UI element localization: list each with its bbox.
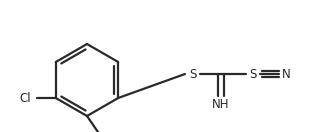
Text: N: N [282, 67, 290, 81]
Text: S: S [189, 67, 197, 81]
Text: NH: NH [212, 98, 230, 110]
Text: Cl: Cl [19, 91, 31, 105]
Text: S: S [249, 67, 257, 81]
